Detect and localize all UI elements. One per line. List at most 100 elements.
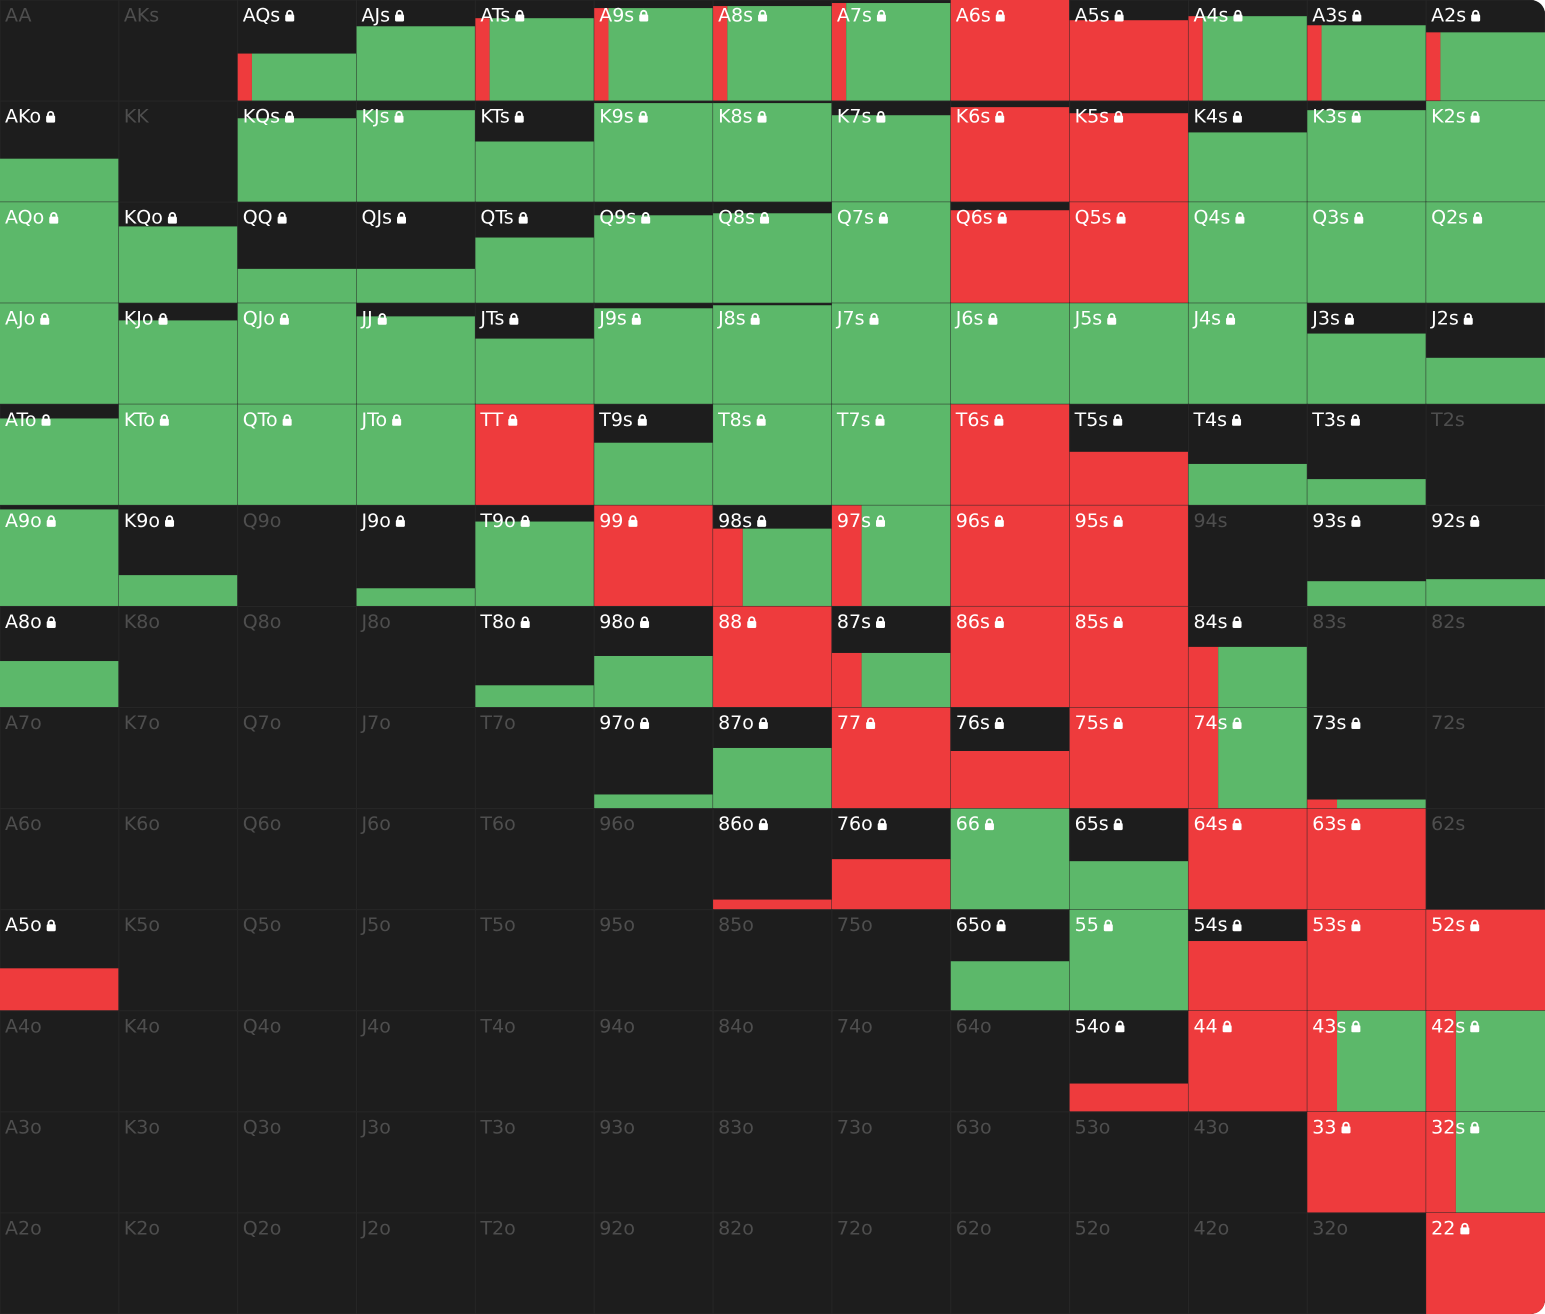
hand-cell[interactable]: AJs [356,0,476,102]
hand-cell[interactable]: T3o [474,1111,595,1214]
hand-cell[interactable]: JTo [356,403,476,506]
hand-cell[interactable]: KJs [356,100,476,203]
hand-cell[interactable]: A8o [0,605,120,709]
hand-cell[interactable]: J8o [356,605,476,709]
hand-cell[interactable]: 42o [1187,1212,1308,1314]
hand-cell[interactable]: 22 [1425,1212,1545,1314]
hand-cell[interactable]: K4s [1187,100,1308,203]
hand-cell[interactable]: K8s [712,100,833,203]
hand-cell[interactable]: QTo [237,403,358,506]
hand-cell[interactable]: T4s [1187,403,1308,506]
hand-cell[interactable]: 94s [1187,504,1308,607]
hand-cell[interactable]: 85s [1069,605,1189,709]
hand-cell[interactable]: T2s [1425,403,1545,506]
hand-cell[interactable]: ATs [474,0,595,102]
hand-cell[interactable]: J8s [712,302,833,405]
hand-cell[interactable]: 75s [1069,707,1189,810]
hand-cell[interactable]: 92o [593,1212,714,1314]
hand-cell[interactable]: 32s [1425,1111,1545,1214]
hand-cell[interactable]: T6s [950,403,1071,506]
hand-cell[interactable]: 55 [1069,909,1189,1012]
hand-cell[interactable]: 98o [593,605,714,709]
hand-cell[interactable]: KK [118,100,239,203]
hand-cell[interactable]: K3s [1306,100,1427,203]
hand-cell[interactable]: AKs [118,0,239,102]
hand-cell[interactable]: 53o [1069,1111,1189,1214]
hand-cell[interactable]: T3s [1306,403,1427,506]
hand-cell[interactable]: 93s [1306,504,1427,607]
hand-cell[interactable]: K6s [950,100,1071,203]
hand-cell[interactable]: 99 [593,504,714,607]
hand-cell[interactable]: KTs [474,100,595,203]
hand-cell[interactable]: 97s [831,504,952,607]
hand-cell[interactable]: 54o [1069,1010,1189,1113]
hand-cell[interactable]: T6o [474,808,595,911]
hand-cell[interactable]: 95o [593,909,714,1012]
hand-cell[interactable]: K6o [118,808,239,911]
hand-cell[interactable]: 64o [950,1010,1071,1113]
hand-cell[interactable]: J5o [356,909,476,1012]
hand-cell[interactable]: 53s [1306,909,1427,1012]
hand-cell[interactable]: Q6s [950,201,1071,304]
hand-cell[interactable]: 65s [1069,808,1189,911]
hand-cell[interactable]: K5s [1069,100,1189,203]
hand-cell[interactable]: K9o [118,504,239,607]
hand-cell[interactable]: Q3s [1306,201,1427,304]
hand-cell[interactable]: QTs [474,201,595,304]
hand-cell[interactable]: T7o [474,707,595,810]
hand-cell[interactable]: TT [474,403,595,506]
hand-cell[interactable]: A4s [1187,0,1308,102]
hand-cell[interactable]: AQo [0,201,120,304]
hand-cell[interactable]: JJ [356,302,476,405]
hand-cell[interactable]: QJs [356,201,476,304]
hand-cell[interactable]: 82o [712,1212,833,1314]
hand-cell[interactable]: 86s [950,605,1071,709]
hand-cell[interactable]: Q6o [237,808,358,911]
hand-cell[interactable]: K8o [118,605,239,709]
hand-cell[interactable]: T2o [474,1212,595,1314]
hand-cell[interactable]: 82s [1425,605,1545,709]
hand-cell[interactable]: 74o [831,1010,952,1113]
hand-cell[interactable]: 77 [831,707,952,810]
hand-cell[interactable]: 76s [950,707,1071,810]
hand-cell[interactable]: Q8s [712,201,833,304]
hand-cell[interactable]: Q2s [1425,201,1545,304]
hand-cell[interactable]: A3s [1306,0,1427,102]
hand-cell[interactable]: Q3o [237,1111,358,1214]
hand-cell[interactable]: 98s [712,504,833,607]
hand-cell[interactable]: J7s [831,302,952,405]
hand-cell[interactable]: KJo [118,302,239,405]
hand-cell[interactable]: Q4s [1187,201,1308,304]
hand-cell[interactable]: ATo [0,403,120,506]
hand-cell[interactable]: 88 [712,605,833,709]
hand-cell[interactable]: 44 [1187,1010,1308,1113]
hand-cell[interactable]: 52s [1425,909,1545,1012]
hand-cell[interactable]: 63s [1306,808,1427,911]
hand-cell[interactable]: K3o [118,1111,239,1214]
hand-cell[interactable]: K5o [118,909,239,1012]
hand-cell[interactable]: J5s [1069,302,1189,405]
hand-cell[interactable]: 84s [1187,605,1308,709]
hand-cell[interactable]: A5o [0,909,120,1012]
hand-cell[interactable]: J2o [356,1212,476,1314]
hand-cell[interactable]: 83s [1306,605,1427,709]
hand-cell[interactable]: AKo [0,100,120,203]
hand-cell[interactable]: 62o [950,1212,1071,1314]
hand-cell[interactable]: K7o [118,707,239,810]
hand-cell[interactable]: KQs [237,100,358,203]
hand-cell[interactable]: AJo [0,302,120,405]
hand-cell[interactable]: 64s [1187,808,1308,911]
hand-cell[interactable]: K7s [831,100,952,203]
hand-cell[interactable]: 83o [712,1111,833,1214]
hand-cell[interactable]: 72s [1425,707,1545,810]
hand-cell[interactable]: J7o [356,707,476,810]
hand-cell[interactable]: A6o [0,808,120,911]
hand-cell[interactable]: T8s [712,403,833,506]
hand-cell[interactable]: 74s [1187,707,1308,810]
hand-cell[interactable]: 43s [1306,1010,1427,1113]
hand-cell[interactable]: 32o [1306,1212,1427,1314]
hand-cell[interactable]: AA [0,0,120,102]
hand-cell[interactable]: 65o [950,909,1071,1012]
hand-cell[interactable]: 96s [950,504,1071,607]
hand-cell[interactable]: 42s [1425,1010,1545,1113]
